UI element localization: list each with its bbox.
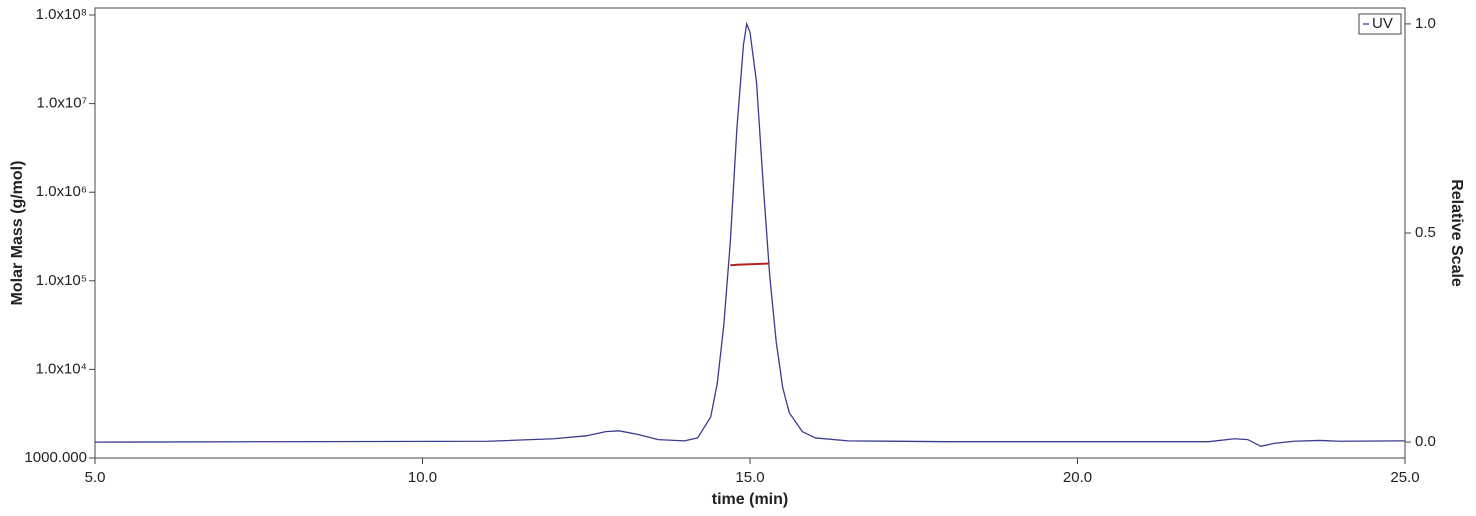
y-tick-label: 1.0x10⁶ <box>36 183 87 200</box>
plot-frame <box>94 7 1406 459</box>
y-tick-label: 1.0x10⁷ <box>37 95 87 112</box>
series-line <box>94 21 1406 447</box>
legend-box <box>1358 13 1402 35</box>
y2-tick-label: 0.0 <box>1415 433 1436 450</box>
y-tick-label: 1.0x10⁸ <box>36 6 87 23</box>
x-tick-label: 15.0 <box>735 469 764 486</box>
x-tick-label: 10.0 <box>408 469 437 486</box>
x-tick-label: 20.0 <box>1063 469 1092 486</box>
x-axis-title: time (min) <box>712 491 788 508</box>
y-axis-title: Molar Mass (g/mol) <box>9 161 26 306</box>
x-tick-label: 5.0 <box>85 469 106 486</box>
y2-tick-label: 0.5 <box>1415 224 1436 241</box>
legend-label: UV <box>1372 15 1393 32</box>
series-line <box>730 262 770 267</box>
y2-axis-title: Relative Scale <box>1448 179 1465 287</box>
y-tick-label: 1.0x10⁴ <box>36 360 87 377</box>
y2-tick-label: 1.0 <box>1415 15 1436 32</box>
y-tick-label: 1.0x10⁵ <box>36 272 87 289</box>
x-tick-label: 25.0 <box>1390 469 1419 486</box>
y-tick-label: 1000.000 <box>24 449 87 466</box>
